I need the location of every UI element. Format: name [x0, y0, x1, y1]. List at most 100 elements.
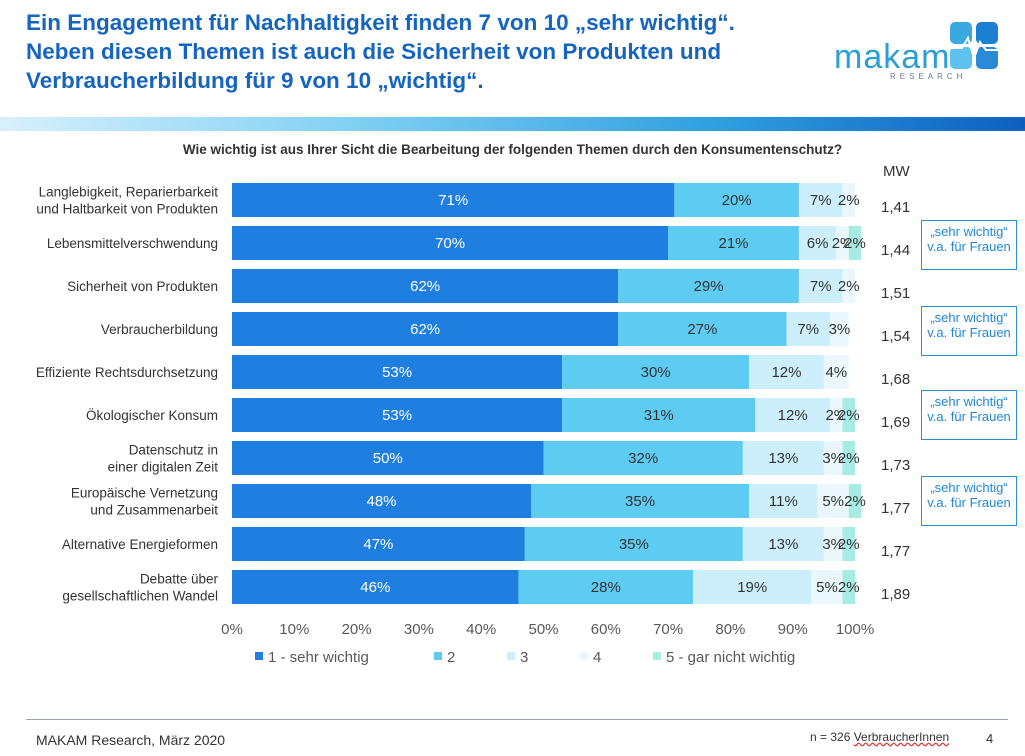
- x-tick-label: 40%: [466, 621, 496, 638]
- data-label: 4%: [825, 364, 847, 381]
- mw-value: 1,68: [881, 371, 910, 388]
- mw-value: 1,77: [881, 543, 910, 560]
- data-label: 3%: [822, 536, 844, 553]
- data-label: 2%: [844, 493, 866, 510]
- data-label: 35%: [625, 493, 655, 510]
- bar-segment: [232, 226, 669, 260]
- bar-segment: [562, 398, 756, 432]
- data-label: 13%: [768, 450, 798, 467]
- legend-label: 2: [447, 649, 455, 666]
- mw-value: 1,44: [881, 242, 910, 259]
- data-label: 71%: [438, 192, 468, 209]
- data-label: 2%: [844, 235, 866, 252]
- bar-segment: [749, 355, 824, 389]
- bar-segment: [786, 312, 831, 346]
- stacked-bar-chart: 71% 2 0% 7% 2% Langlebigkeit, Reparierbarkeit…: [36, 183, 910, 666]
- category-label: Alternative Energieformen: [62, 537, 218, 552]
- x-tick-label: 10%: [279, 621, 309, 638]
- data-label: 70%: [435, 235, 465, 252]
- category-label: Langlebigkeit, Reparierbarkeit: [39, 185, 219, 200]
- legend-swatch: [255, 652, 263, 660]
- bar-segment: [524, 527, 743, 561]
- footer-sample-size: n = 326 VerbraucherInnen: [810, 730, 949, 744]
- data-label: 2%: [825, 407, 847, 424]
- bar-segment: [848, 226, 862, 260]
- data-label: 7%: [810, 192, 832, 209]
- footer-source: MAKAM Research, März 2020: [36, 732, 226, 748]
- data-label: 12%: [771, 364, 801, 381]
- category-label: Datenschutz in: [129, 443, 218, 458]
- mw-value: 1,73: [881, 457, 910, 474]
- header-band: [0, 117, 1025, 131]
- bar-segment: [674, 183, 799, 217]
- bar-segment: [830, 398, 843, 432]
- x-tick-label: 0%: [221, 621, 243, 638]
- footer-divider: [26, 719, 1008, 720]
- mw-value: 1,41: [881, 199, 910, 216]
- title-line-3: Verbraucherbildung für 9 von 10 „wichtig…: [26, 68, 484, 93]
- mw-value: 1,77: [881, 500, 910, 517]
- data-label: 27%: [687, 321, 717, 338]
- bar-segment: [232, 441, 544, 475]
- data-label: 6%: [807, 235, 829, 252]
- data-label: 62%: [410, 321, 440, 338]
- data-label: 29%: [694, 278, 724, 295]
- bar-segment: [842, 269, 855, 303]
- sample-size-word: VerbraucherInnen: [853, 730, 950, 744]
- data-label: 2%: [838, 278, 860, 295]
- category-label: und Haltbarkeit von Produkten: [36, 202, 218, 217]
- legend-swatch: [653, 652, 661, 660]
- bar-segment: [823, 355, 849, 389]
- legend-label: 1 - sehr wichtig: [268, 649, 369, 666]
- bar-segment: [232, 484, 532, 518]
- data-label: 35%: [619, 536, 649, 553]
- data-label: 31%: [644, 407, 674, 424]
- sample-size-prefix: n = 326: [810, 730, 854, 744]
- data-label: 2%: [838, 579, 860, 596]
- bar-segment: [232, 527, 525, 561]
- data-label: 5%: [816, 579, 838, 596]
- mw-value: 1,51: [881, 285, 910, 302]
- data-label: 62%: [410, 278, 440, 295]
- legend-swatch: [580, 652, 588, 660]
- data-label: 7%: [797, 321, 819, 338]
- bar-segment: [742, 441, 824, 475]
- data-label: 3%: [829, 321, 851, 338]
- makam-logo: makam RESEARCH: [830, 16, 1010, 86]
- x-tick-label: 50%: [528, 621, 558, 638]
- category-label: Lebensmittelverschwendung: [47, 236, 218, 251]
- bar-segment: [742, 527, 824, 561]
- data-label: 46%: [360, 579, 390, 596]
- slide-title: Ein Engagement für Nachhaltigkeit finden…: [26, 8, 826, 95]
- page-number: 4: [986, 731, 994, 746]
- data-label: 47%: [363, 536, 393, 553]
- bar-segment: [232, 269, 619, 303]
- note-sehr-wichtig-frauen: „sehr wichtig“ v.a. für Frauen: [921, 390, 1017, 440]
- legend-label: 5 - gar nicht wichtig: [666, 649, 795, 666]
- category-label: einer digitalen Zeit: [108, 460, 219, 475]
- bar-segment: [232, 312, 619, 346]
- bar-segment: [749, 484, 818, 518]
- category-label: Sicherheit von Produkten: [67, 279, 218, 294]
- logo-icon: [948, 22, 1002, 69]
- x-tick-label: 80%: [715, 621, 745, 638]
- category-label: Verbraucherbildung: [101, 322, 218, 337]
- data-label: 11%: [769, 493, 798, 510]
- bar-segment: [823, 441, 843, 475]
- title-line-1: Ein Engagement für Nachhaltigkeit finden…: [26, 10, 735, 35]
- bar-segment: [232, 398, 563, 432]
- bar-segment: [823, 527, 843, 561]
- note-sehr-wichtig-frauen: „sehr wichtig“ v.a. für Frauen: [921, 306, 1017, 356]
- bar-segment: [817, 484, 849, 518]
- logo-subtext: RESEARCH: [890, 72, 967, 81]
- category-label: Effiziente Rechtsdurchsetzung: [36, 365, 218, 380]
- bar-segment: [842, 570, 855, 604]
- data-label: 30%: [641, 364, 671, 381]
- legend-label: 3: [520, 649, 528, 666]
- bar-segment: [836, 226, 849, 260]
- category-label: und Zusammenarbeit: [90, 503, 218, 518]
- mw-value: 1,89: [881, 586, 910, 603]
- bar-segment: [842, 398, 855, 432]
- mw-header: MW: [883, 163, 910, 180]
- data-label: 2%: [838, 407, 860, 424]
